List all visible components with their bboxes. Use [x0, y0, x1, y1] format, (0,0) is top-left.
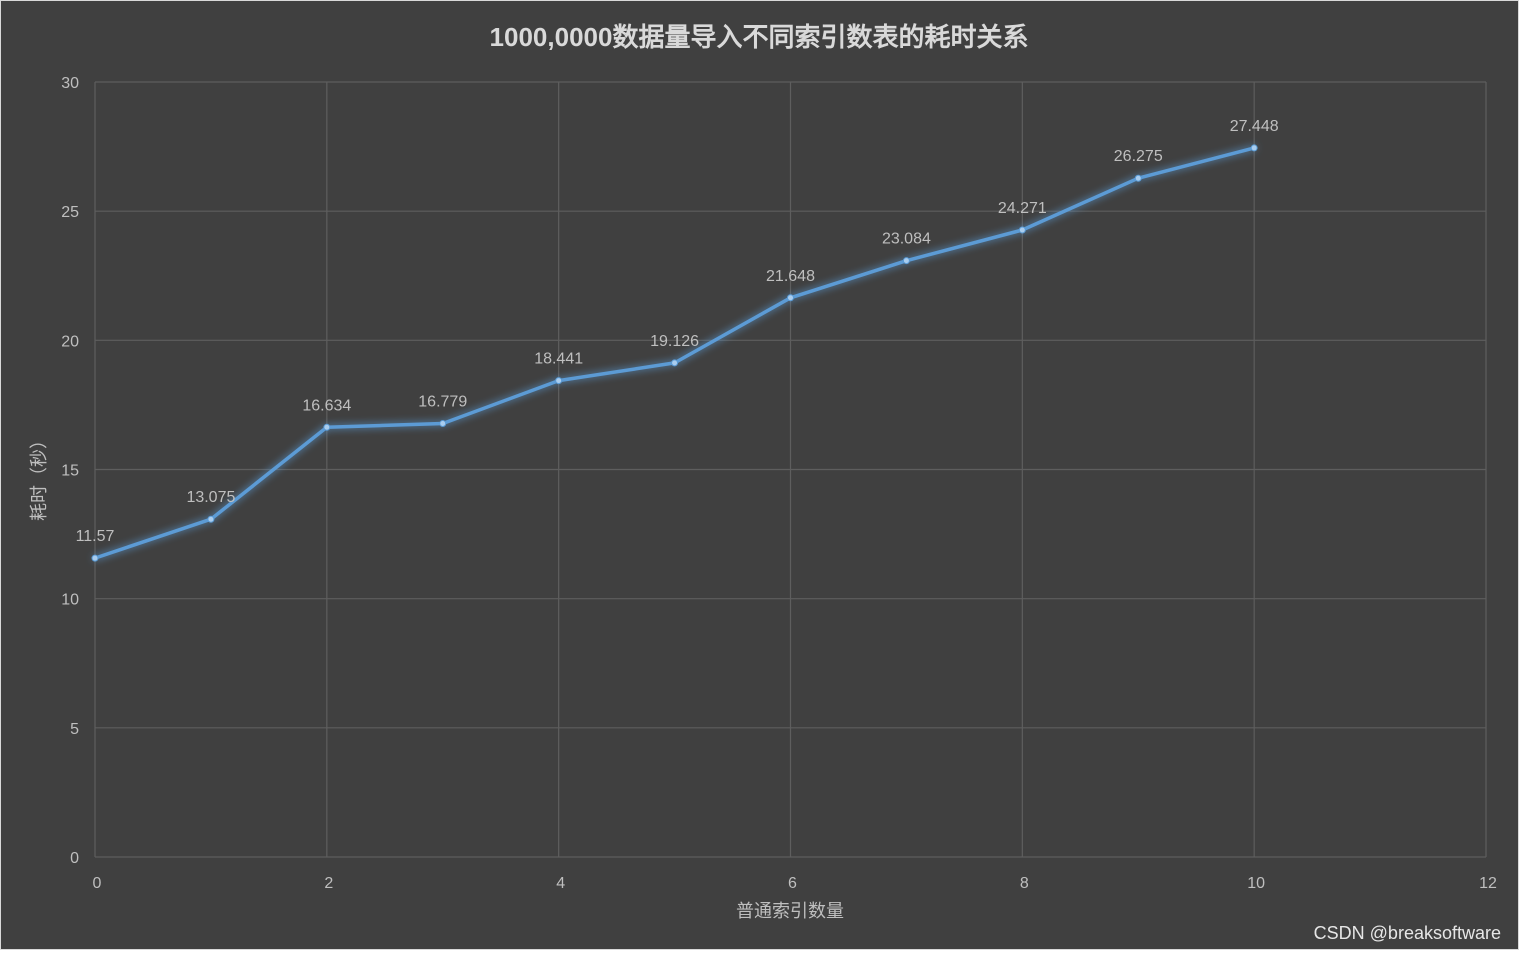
data-label: 18.441	[534, 351, 583, 368]
data-point	[1250, 144, 1258, 152]
series-line	[93, 146, 1256, 560]
y-tick-label: 5	[70, 721, 79, 738]
watermark: CSDN @breaksoftware	[1314, 923, 1501, 943]
chart-title: 1000,0000数据量导入不同索引数表的耗时关系	[490, 22, 1029, 52]
data-label: 13.075	[186, 489, 235, 506]
data-label: 11.57	[76, 528, 115, 545]
x-axis-label: 普通索引数量	[736, 901, 844, 921]
data-point	[787, 294, 794, 302]
data-point	[671, 359, 679, 367]
data-label: 27.448	[1230, 118, 1279, 135]
data-label: 26.275	[1114, 148, 1163, 165]
x-tick-label: 12	[1479, 875, 1497, 892]
data-point	[207, 515, 215, 523]
data-point	[323, 423, 331, 431]
x-tick-label: 10	[1247, 875, 1265, 892]
y-axis-label: 耗时（秒）	[29, 431, 49, 521]
y-tick-label: 10	[61, 592, 79, 609]
x-tick-label: 8	[1020, 875, 1029, 892]
data-point	[439, 420, 447, 428]
data-point	[1018, 226, 1026, 234]
y-tick-label: 20	[61, 333, 79, 350]
data-label: 23.084	[882, 231, 931, 248]
data-label: 21.648	[766, 268, 815, 285]
x-tick-label: 6	[788, 875, 797, 892]
data-label: 16.634	[302, 397, 351, 414]
y-tick-label: 0	[70, 850, 79, 867]
data-point	[91, 554, 99, 562]
data-label: 24.271	[998, 200, 1047, 217]
x-tick-label: 0	[93, 875, 102, 892]
y-tick-label: 30	[61, 75, 79, 92]
grid-lines	[94, 81, 1487, 858]
y-tick-label: 15	[61, 463, 79, 480]
series-group: 11.57 13.075 16.634 16.779 18.441 19.126 21.64…	[76, 118, 1279, 562]
y-tick-label: 25	[61, 204, 79, 221]
data-point	[1134, 174, 1142, 182]
axis-ticks: 0 5 10 15 20 25 30 0 2 4 6 8 10 12	[61, 75, 1497, 892]
data-point	[555, 377, 563, 385]
x-tick-label: 4	[556, 875, 565, 892]
data-label: 16.779	[418, 394, 467, 411]
x-tick-label: 2	[324, 875, 333, 892]
data-point	[902, 257, 910, 265]
data-label: 19.126	[650, 333, 699, 350]
